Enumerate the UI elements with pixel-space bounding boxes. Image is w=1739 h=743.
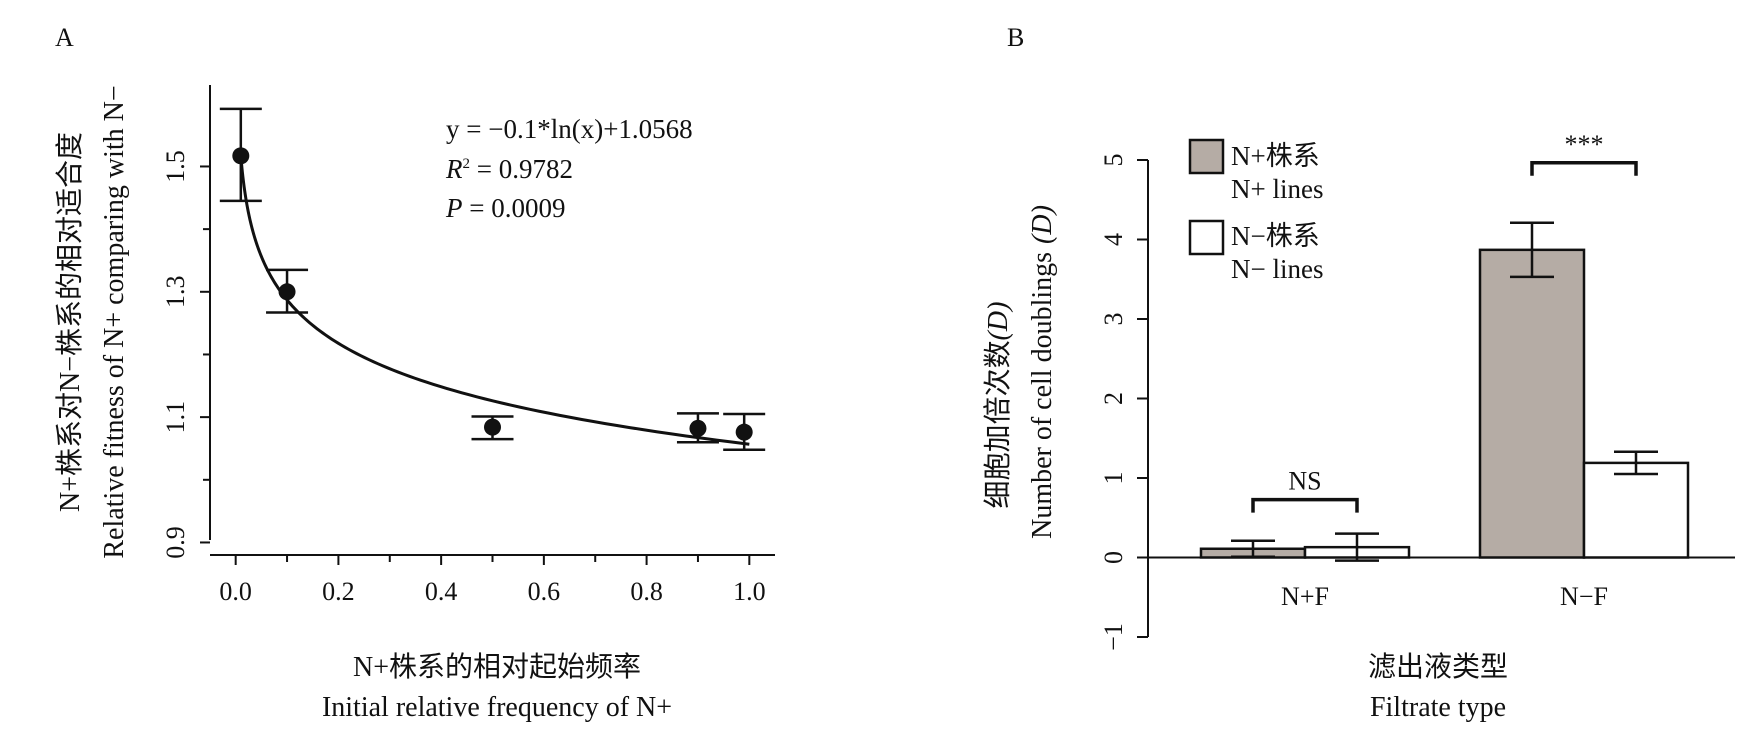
panel-a-p: P = 0.0009 <box>445 193 565 223</box>
panel-b-category-label: N−F <box>1560 582 1608 611</box>
panel-b-y-tick-label: 4 <box>1099 233 1128 246</box>
panel-a-x-tick-label: 0.2 <box>322 577 355 606</box>
panel-a-y-tick-label: 1.5 <box>161 150 190 183</box>
panel-a-ylabel-en: Relative fitness of N+ comparing with N− <box>99 85 130 558</box>
panel-b-significance: NS *** <box>1251 130 1638 513</box>
panel-a-r2-value: = 0.9782 <box>470 154 573 184</box>
panel-b-xlabel-en: Filtrate type <box>1370 692 1506 723</box>
panel-b-y-tick-label: −1 <box>1099 623 1128 651</box>
panel-a-equation: y = −0.1*ln(x)+1.0568 <box>446 114 693 144</box>
panel-a-point <box>278 283 296 301</box>
panel-b-letter: B <box>1007 23 1024 52</box>
panel-b-category-labels: N+F N−F <box>1281 582 1608 611</box>
panel-b-significance-label: *** <box>1565 130 1604 159</box>
panel-a-x-tick-label: 1.0 <box>733 577 766 606</box>
panel-b-error-bar <box>1335 532 1379 562</box>
panel-a: A 0.9 1.1 1.3 1.5 0.0 0.2 0.4 0.6 0.8 1.0 y = −0… <box>54 23 775 723</box>
panel-a-point <box>232 147 250 165</box>
panel-a-points <box>219 107 766 451</box>
panel-b-ylabel-en: Number of cell doublings (D) <box>1027 205 1058 539</box>
panel-b-legend: N+株系 N+ lines N−株系 N− lines <box>1188 138 1323 284</box>
panel-a-letter: A <box>55 23 74 52</box>
panel-b-significance-bracket <box>1251 497 1359 513</box>
panel-b-bar <box>1478 248 1586 559</box>
panel-b-y-tick-label: 5 <box>1099 154 1128 167</box>
legend-swatch-n-plus <box>1188 138 1225 175</box>
panel-b-error-bar <box>1614 450 1658 476</box>
panel-b-y-tick-label: 0 <box>1099 551 1128 564</box>
panel-a-y-tick-label: 1.3 <box>161 276 190 309</box>
panel-b-bar <box>1582 461 1690 559</box>
legend-label-n-minus-cn: N−株系 <box>1231 221 1320 251</box>
panel-a-y-ticks: 0.9 1.1 1.3 1.5 <box>161 150 210 559</box>
legend-swatch-n-minus <box>1188 219 1225 256</box>
panel-b: B −1 0 1 2 3 4 5 NS *** N+F N−F N+株系 N+ lines N−… <box>982 23 1735 723</box>
panel-a-y-tick-label: 1.1 <box>161 401 190 434</box>
panel-a-point <box>484 418 501 436</box>
panel-b-significance-label: NS <box>1288 467 1321 496</box>
panel-a-ylabel-cn: N+株系对N−株系的相对适合度 <box>54 132 86 512</box>
panel-b-y-tick-label: 3 <box>1099 313 1128 326</box>
panel-a-p-symbol: P <box>445 193 463 223</box>
panel-b-error-bars <box>1231 221 1658 562</box>
panel-b-ylabel-cn: 细胞加倍次数(D) <box>982 302 1014 509</box>
panel-b-category-label: N+F <box>1281 582 1329 611</box>
legend-label-n-plus-en: N+ lines <box>1231 174 1323 204</box>
panel-a-r2-sup: 2 <box>463 156 471 172</box>
panel-a-r2-symbol: R <box>445 154 463 184</box>
panel-a-x-tick-label: 0.6 <box>528 577 561 606</box>
panel-a-y-tick-label: 0.9 <box>161 526 190 559</box>
panel-a-xlabel-cn: N+株系的相对起始频率 <box>353 651 641 683</box>
panel-b-bars <box>1199 248 1690 559</box>
panel-a-p-value: = 0.0009 <box>463 193 566 223</box>
panel-a-r2: R2 = 0.9782 <box>445 154 573 184</box>
panel-b-significance-bracket <box>1530 161 1638 176</box>
panel-b-ylabel-en-text: Number of cell doublings <box>1027 252 1058 539</box>
legend-label-n-minus-en: N− lines <box>1231 254 1323 284</box>
panel-b-ylabel-en-symbol: (D) <box>1027 205 1058 244</box>
panel-b-ylabel-cn-symbol: (D) <box>983 302 1014 341</box>
panel-b-error-bar <box>1231 539 1275 558</box>
panel-a-point <box>689 419 707 437</box>
panel-a-point <box>735 423 753 441</box>
panel-b-y-ticks: −1 0 1 2 3 4 5 <box>1099 154 1148 651</box>
panel-a-x-ticks: 0.0 0.2 0.4 0.6 0.8 1.0 <box>219 555 766 606</box>
panel-a-x-tick-label: 0.0 <box>219 577 252 606</box>
panel-a-x-tick-label: 0.4 <box>425 577 458 606</box>
legend-label-n-plus-cn: N+株系 <box>1231 141 1320 171</box>
panel-b-error-bar <box>1510 221 1554 279</box>
panel-b-ylabel-cn-text: 细胞加倍次数 <box>982 340 1014 508</box>
panel-b-y-tick-label: 2 <box>1099 392 1128 405</box>
panel-a-xlabel-en: Initial relative frequency of N+ <box>322 692 672 723</box>
panel-b-y-tick-label: 1 <box>1099 472 1128 485</box>
panel-a-x-tick-label: 0.8 <box>630 577 663 606</box>
panel-b-xlabel-cn: 滤出液类型 <box>1368 651 1508 683</box>
